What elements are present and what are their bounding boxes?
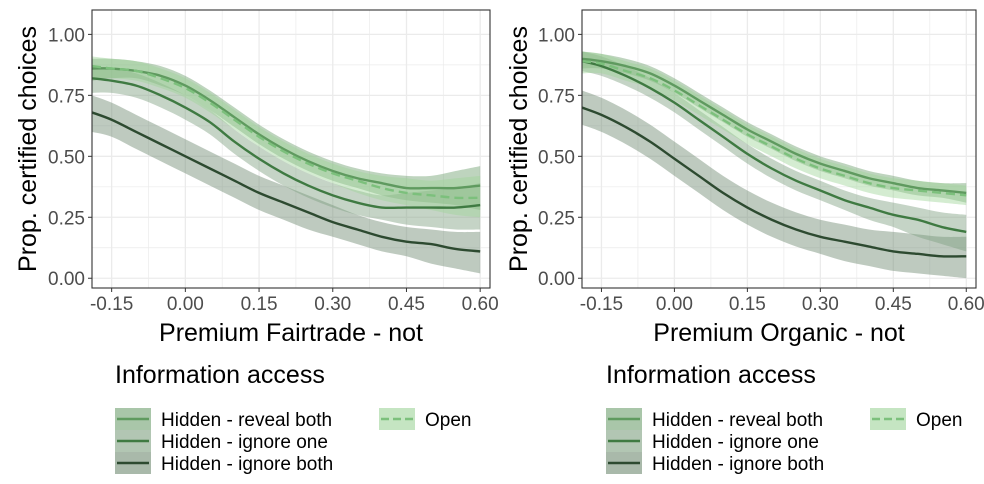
y-tick-label: 0.25 bbox=[538, 208, 575, 229]
x-tick-label: 0.30 bbox=[314, 294, 351, 315]
legend-item-hidden-ignore-both: Hidden - ignore both bbox=[606, 452, 824, 475]
x-tick-label: 0.15 bbox=[241, 294, 278, 315]
legend-label: Hidden - ignore both bbox=[161, 454, 333, 475]
legend-item-hidden-reveal-both: Hidden - reveal both bbox=[115, 408, 332, 431]
x-tick-label: 0.00 bbox=[167, 294, 204, 315]
ci-band-hidden-ignore-one bbox=[582, 51, 967, 252]
ci-band-open bbox=[582, 51, 967, 206]
x-tick-label: 0.30 bbox=[802, 294, 839, 315]
legend-item-open: Open bbox=[379, 408, 471, 431]
x-tick-label: 0.45 bbox=[388, 294, 425, 315]
y-axis-title: Prop. certified choices bbox=[505, 26, 533, 272]
chart-panel-1: -0.15 0.00 0.15 0.30 0.45 0.600.000.250.500.7… bbox=[14, 9, 499, 475]
x-tick-label: 0.45 bbox=[875, 294, 912, 315]
legend-label: Hidden - ignore one bbox=[161, 432, 328, 453]
y-tick-label: 1.00 bbox=[538, 25, 575, 46]
x-tick-label: 0.00 bbox=[656, 294, 693, 315]
y-tick-label: 0.50 bbox=[538, 147, 575, 168]
legend-item-hidden-reveal-both: Hidden - reveal both bbox=[606, 408, 823, 431]
ci-band-hidden-ignore-one bbox=[92, 66, 481, 230]
legend-label: Hidden - ignore both bbox=[652, 454, 824, 475]
y-tick-label: 0.00 bbox=[538, 269, 575, 290]
series-line-hidden-ignore-both bbox=[582, 106, 967, 258]
y-tick-label: 1.00 bbox=[48, 25, 85, 46]
legend-item-hidden-ignore-one: Hidden - ignore one bbox=[115, 430, 328, 453]
series-line-hidden-ignore-one bbox=[92, 77, 481, 210]
y-tick-label: 0.25 bbox=[48, 208, 85, 229]
x-tick-label: 0.15 bbox=[729, 294, 766, 315]
ci-band-hidden-ignore-both bbox=[582, 90, 967, 279]
series-line-hidden-ignore-one bbox=[582, 60, 967, 234]
ci-band-hidden-reveal-both bbox=[92, 58, 481, 210]
series-line-open bbox=[582, 60, 967, 197]
plot-area bbox=[92, 56, 481, 274]
y-tick-label: 0.50 bbox=[48, 147, 85, 168]
grid bbox=[582, 10, 976, 288]
legend-item-open: Open bbox=[870, 408, 962, 431]
panel-border bbox=[581, 9, 977, 289]
legend-label: Hidden - ignore one bbox=[652, 432, 819, 453]
grid bbox=[92, 10, 490, 288]
x-axis-title: Premium Fairtrade - not bbox=[159, 319, 423, 347]
plot-area bbox=[582, 51, 967, 279]
legend-label: Hidden - reveal both bbox=[161, 410, 332, 431]
x-tick-label: -0.15 bbox=[580, 294, 623, 315]
legend-label: Open bbox=[425, 410, 471, 431]
x-tick-label: -0.15 bbox=[90, 294, 133, 315]
y-tick-label: 0.75 bbox=[538, 86, 575, 107]
y-tick-label: 0.75 bbox=[48, 86, 85, 107]
ci-band-hidden-reveal-both bbox=[582, 51, 967, 203]
x-axis-title: Premium Organic - not bbox=[653, 319, 905, 347]
series-line-open bbox=[92, 64, 481, 200]
plot-background bbox=[92, 10, 490, 288]
series-line-hidden-ignore-both bbox=[92, 111, 481, 253]
legend-title: Information access bbox=[606, 361, 816, 389]
series-line-hidden-reveal-both bbox=[582, 57, 967, 195]
x-tick-label: 0.60 bbox=[462, 294, 499, 315]
series-line-hidden-reveal-both bbox=[92, 67, 481, 190]
ci-band-open bbox=[92, 56, 481, 218]
y-tick-label: 0.00 bbox=[48, 269, 85, 290]
legend-title: Information access bbox=[115, 361, 325, 389]
y-axis-title: Prop. certified choices bbox=[14, 26, 42, 272]
x-tick-label: 0.60 bbox=[948, 294, 984, 315]
panel-border bbox=[91, 9, 491, 289]
ci-band-hidden-ignore-both bbox=[92, 95, 481, 274]
chart-panel-2: -0.15 0.00 0.15 0.30 0.45 0.600.000.250.500.7… bbox=[505, 9, 984, 475]
legend-label: Open bbox=[916, 410, 962, 431]
legend-label: Hidden - reveal both bbox=[652, 410, 823, 431]
legend-item-hidden-ignore-both: Hidden - ignore both bbox=[115, 452, 333, 475]
legend-item-hidden-ignore-one: Hidden - ignore one bbox=[606, 430, 819, 453]
